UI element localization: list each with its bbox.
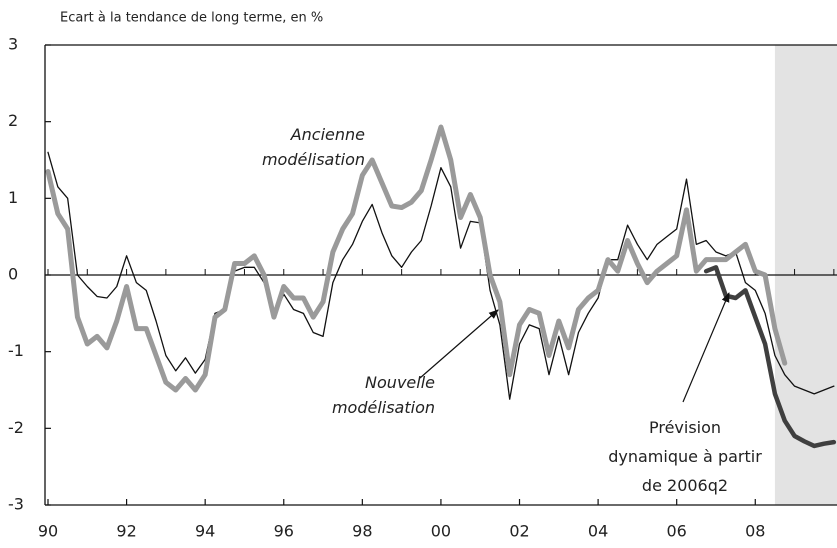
y-tick-label: 3	[8, 35, 18, 54]
series-annotation: Prévision dynamique à partir de 2006q2	[608, 418, 762, 495]
y-tick-label: -3	[8, 495, 24, 514]
y-tick-label: 1	[8, 188, 18, 207]
x-tick-label: 04	[588, 522, 608, 541]
x-tick-label: 08	[745, 522, 765, 541]
y-axis-label: Ecart à la tendance de long terme, en %	[60, 11, 323, 26]
x-tick-label: 06	[667, 522, 687, 541]
annotation-arrow	[682, 292, 730, 403]
x-tick-label: 98	[352, 522, 372, 541]
x-tick-label: 00	[431, 522, 451, 541]
x-tick-label: 94	[195, 522, 215, 541]
y-tick-label: -2	[8, 418, 24, 437]
x-tick-label: 90	[38, 522, 58, 541]
x-tick-label: 92	[116, 522, 136, 541]
x-tick-label: 96	[274, 522, 294, 541]
x-tick-label: 02	[509, 522, 529, 541]
series-line	[45, 124, 788, 393]
annotation-arrow	[419, 309, 499, 379]
y-tick-label: 0	[8, 265, 18, 284]
y-tick-label: -1	[8, 341, 24, 360]
series-annotation: Ancienne modélisation	[261, 125, 365, 169]
y-tick-label: 2	[8, 111, 18, 130]
series-line	[47, 151, 835, 400]
series-annotation: Nouvelle modélisation	[331, 373, 435, 417]
